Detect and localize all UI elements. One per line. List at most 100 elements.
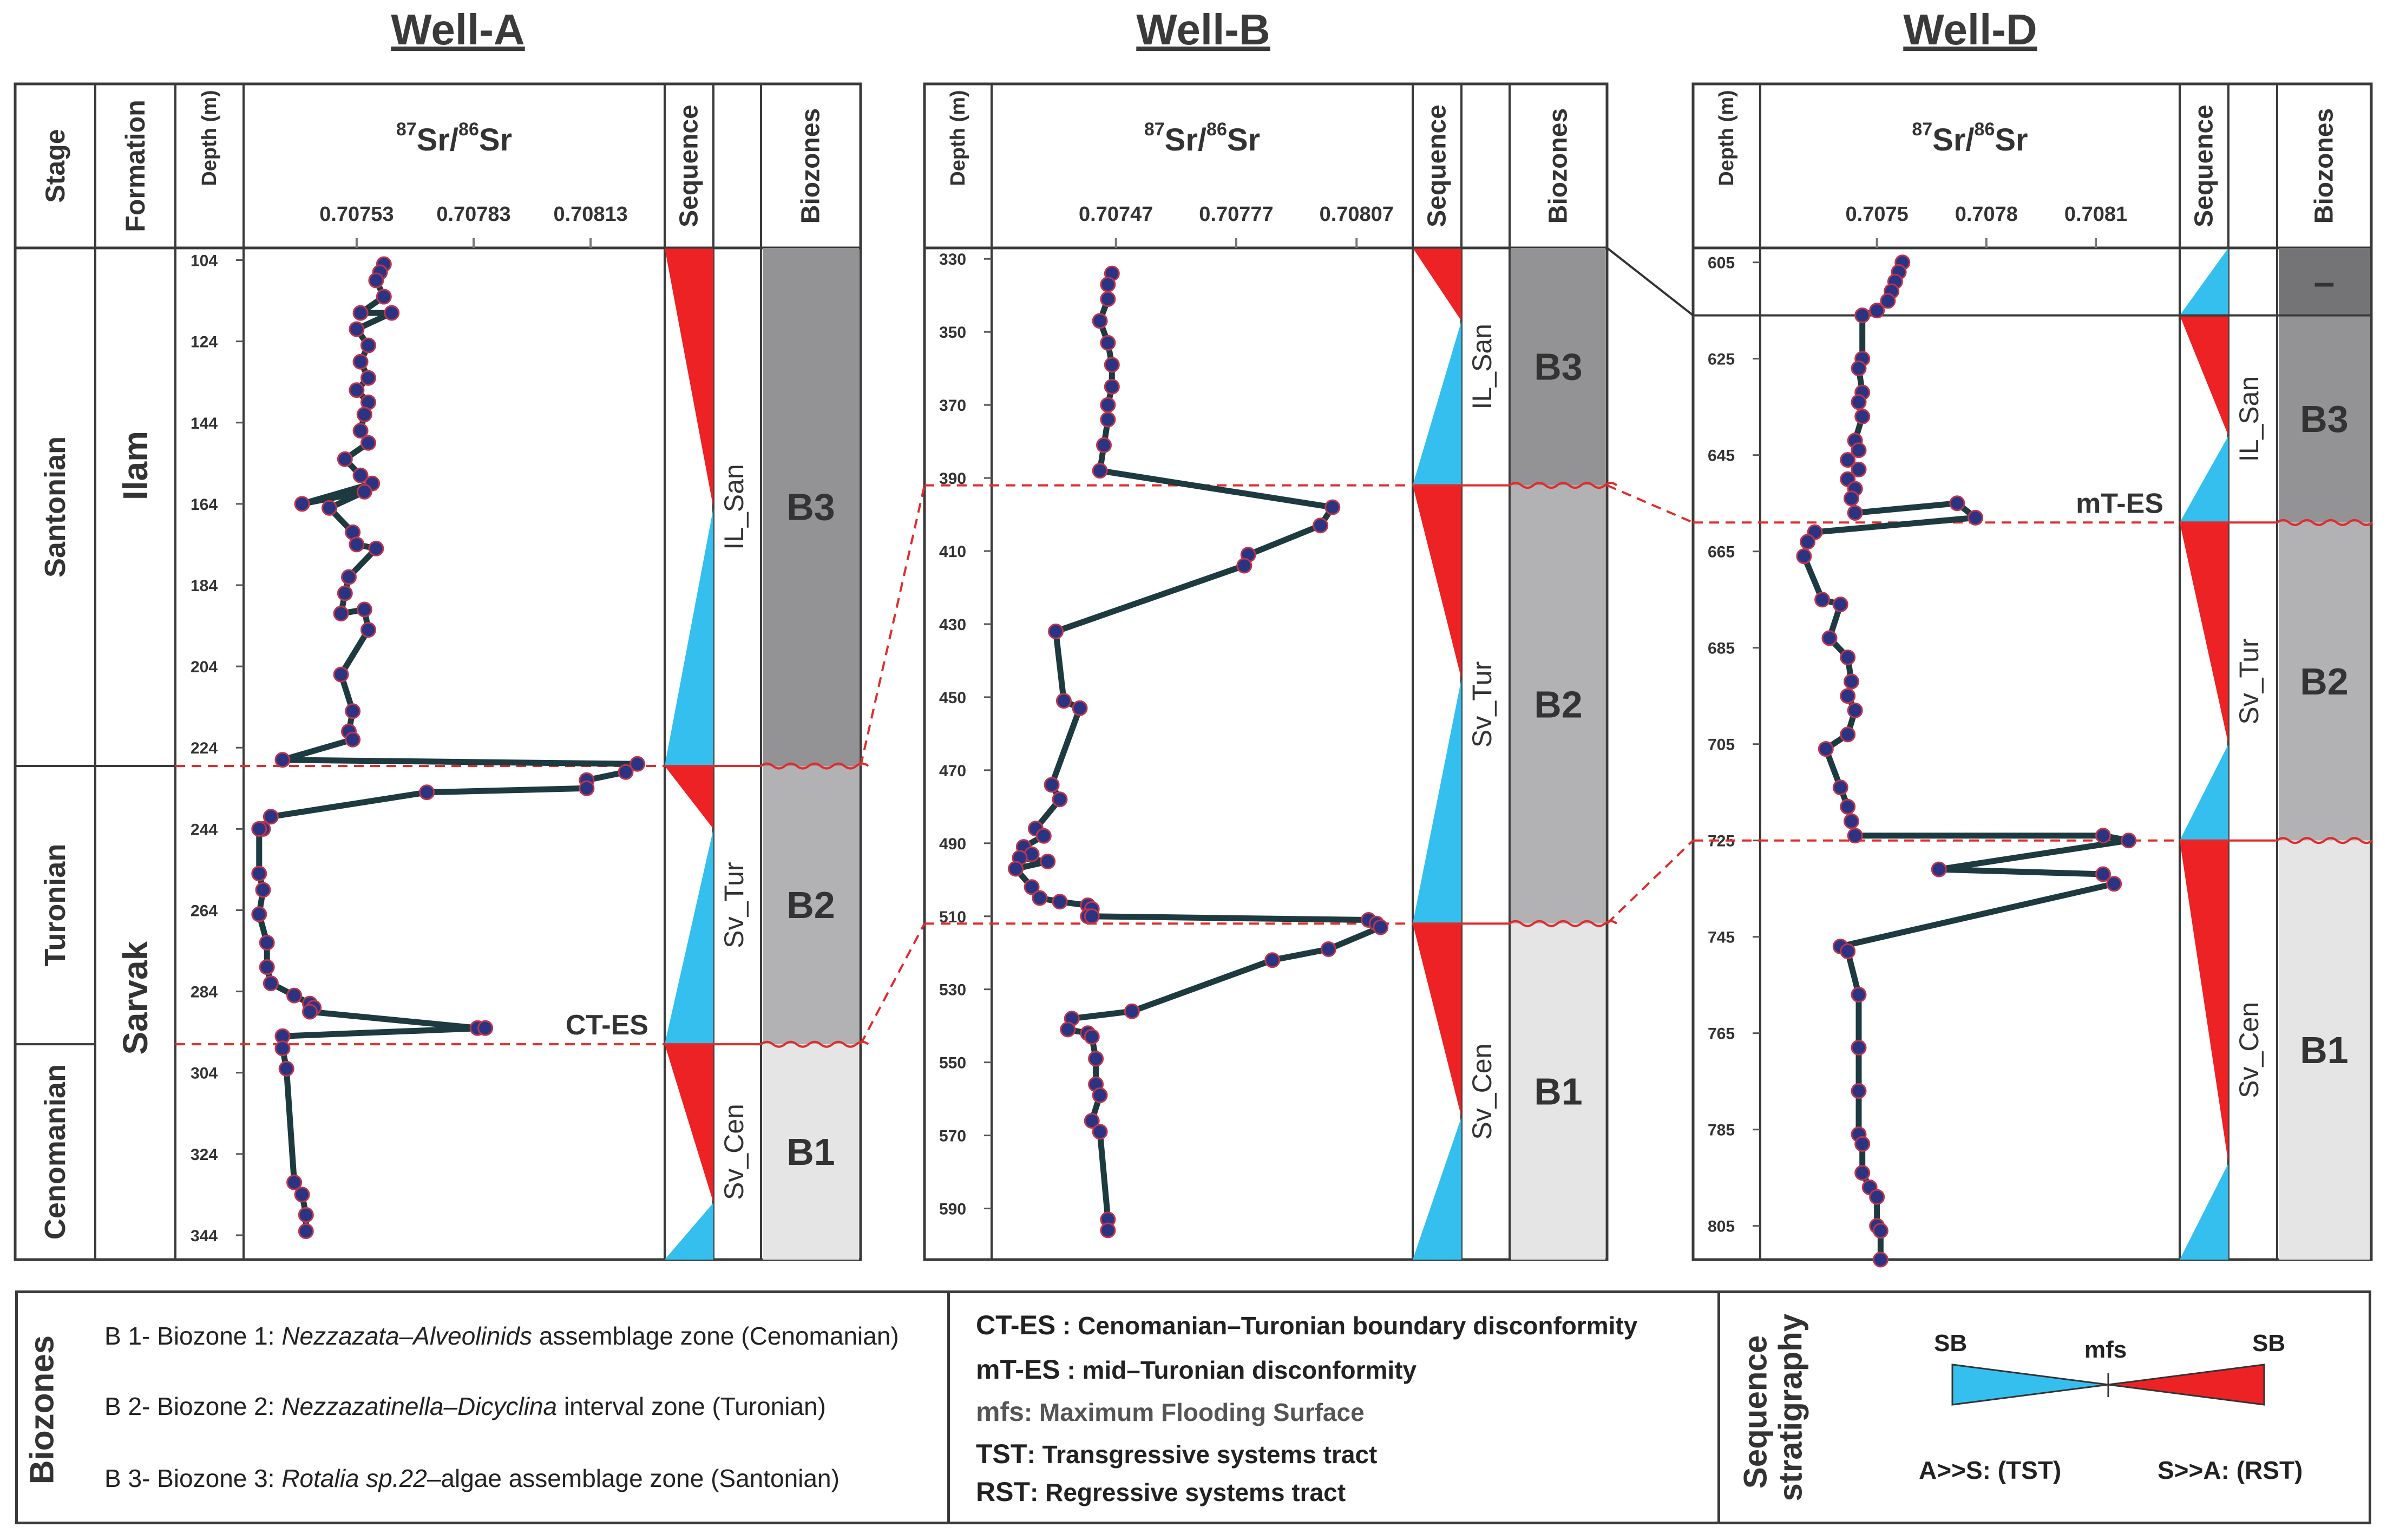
sr-data-point — [1032, 890, 1048, 906]
depth-tick-label: 410 — [939, 543, 966, 561]
depth-tick-label: 350 — [939, 324, 966, 342]
boundary-annotation: CT-ES — [566, 1010, 648, 1041]
sr-data-point — [1084, 908, 1100, 925]
x-tick-label: 0.70813 — [553, 203, 627, 226]
depth-tick-label: 450 — [939, 689, 966, 707]
sr-data-point — [360, 435, 376, 451]
well-panel-1: Depth (m) Sequence Biozones 87Sr/86Sr 0.7074… — [923, 82, 1618, 1261]
depth-tick-label: 645 — [1708, 447, 1735, 465]
sr-data-point — [579, 780, 595, 796]
sr-data-point — [1872, 1251, 1888, 1268]
sr-data-point — [278, 1060, 294, 1077]
well-d-title: Well-D — [1903, 5, 2037, 54]
stage-label: Cenomanian — [39, 1064, 71, 1240]
sr-data-point — [1847, 505, 1863, 521]
sr-data-point — [1100, 397, 1116, 413]
legend-abbr-tst: TST: Transgressive systems tract — [976, 1438, 1377, 1470]
unconformity-wavy-line — [760, 1040, 869, 1048]
sr-data-point — [1092, 463, 1108, 479]
tst-wedge — [1413, 679, 1461, 924]
biozone-b2-taxon: Nezzazatinella–Dicyclina — [281, 1392, 558, 1420]
biozones-header: Biozones — [1544, 108, 1573, 224]
well-panel-2: Depth (m) Sequence Biozones 87Sr/86Sr 0.7075… — [1691, 82, 2373, 1268]
sr-data-point — [333, 666, 349, 683]
unconformity-wavy-line — [1509, 920, 1618, 927]
correlation-lines — [860, 247, 1694, 1045]
depth-tick-label: 745 — [1708, 929, 1735, 947]
depth-tick-label: 244 — [191, 821, 218, 838]
abbr-tst-key: TST — [976, 1439, 1027, 1469]
sr-data-point — [1796, 548, 1812, 565]
sr-header-part: 86 — [1206, 119, 1227, 140]
sr-data-point — [1236, 558, 1252, 574]
depth-tick-label: 324 — [191, 1146, 218, 1164]
legend-biozone-b2: B 2- Biozone 2: Nezzazatinella–Dicyclina… — [104, 1392, 826, 1421]
sr-data-point — [1968, 509, 1984, 526]
sr-data-point — [263, 975, 279, 992]
sr-data-point — [349, 321, 365, 337]
depth-tick-label: 164 — [191, 496, 218, 514]
depth-tick-label: 304 — [191, 1065, 218, 1083]
depth-tick-label: 370 — [939, 397, 966, 415]
abbr-tst-desc: Transgressive systems tract — [1042, 1440, 1378, 1469]
legend-tst-wedge — [1951, 1364, 2109, 1406]
legend-biozone-b1: B 1- Biozone 1: Nezzazata–Alveolinids as… — [104, 1321, 899, 1351]
sr-data-point — [1854, 409, 1871, 424]
sequence-header: Sequence — [2190, 104, 2219, 227]
sr-data-point — [263, 809, 279, 825]
legend-abbr-ctes: CT-ES : Cenomanian–Turonian boundary dis… — [976, 1309, 1637, 1341]
x-tick-label: 0.70807 — [1320, 203, 1394, 226]
biozone-b2-prefix: B 2- Biozone 2: — [104, 1392, 282, 1420]
sr-data-point — [286, 987, 303, 1004]
sr-header-part: 86 — [1975, 119, 1995, 140]
formation-label: Ilam — [116, 431, 155, 500]
sequence-label: IL_San — [2234, 376, 2264, 462]
sr-data-point — [1373, 919, 1389, 935]
depth-tick-label: 785 — [1708, 1122, 1735, 1139]
sr-data-point — [286, 1174, 303, 1190]
legend-divider-1 — [947, 1293, 950, 1522]
biozone-b2-suffix: interval zone (Turonian) — [557, 1392, 826, 1420]
sr-ratio-header: 87Sr/86Sr — [396, 119, 512, 158]
depth-tick-label: 570 — [939, 1128, 966, 1145]
biozones-header: Biozones — [2310, 108, 2339, 224]
x-tick-label: 0.7081 — [2064, 203, 2127, 226]
sr-data-point — [356, 483, 372, 500]
depth-tick-label: 490 — [939, 835, 966, 853]
tst-wedge — [2180, 436, 2228, 523]
x-tick-label: 0.70747 — [1079, 203, 1153, 226]
legend-abbr-mtes: mT-ES : mid–Turonian disconformity — [976, 1354, 1417, 1385]
legend-biozones-title: Biozones — [23, 1335, 61, 1485]
biozone-label: B2 — [786, 884, 835, 926]
depth-tick-label: 284 — [191, 984, 218, 1001]
sr-data-point — [251, 866, 267, 882]
sr-header-part: Sr — [479, 122, 512, 158]
depth-tick-label: 344 — [191, 1227, 218, 1245]
sr-data-point — [1832, 779, 1848, 796]
biozone-label: B1 — [2300, 1029, 2348, 1071]
depth-tick-label: 530 — [939, 981, 966, 999]
biozone-label: B1 — [1534, 1071, 1582, 1113]
abbr-mfs-key: mfs — [976, 1397, 1024, 1427]
tst-wedge — [665, 508, 713, 766]
sr-data-point — [368, 272, 384, 289]
sr-data-point — [1821, 630, 1838, 646]
sr-data-point — [1055, 693, 1072, 709]
sr-data-point — [352, 423, 369, 439]
sr-data-point — [1800, 534, 1816, 550]
sequence-label: IL_San — [719, 464, 749, 549]
sr-data-point — [1104, 357, 1120, 373]
sr-data-point — [1096, 437, 1112, 453]
sr-data-point — [302, 1004, 318, 1020]
sr-data-point — [1851, 442, 1867, 458]
rst-wedge — [665, 1044, 713, 1203]
sequence-label: Sv_Cen — [719, 1104, 749, 1200]
tst-wedge — [665, 1202, 713, 1260]
depth-tick-label: 590 — [939, 1201, 966, 1218]
rst-wedge — [1413, 248, 1461, 321]
sr-data-point — [419, 784, 435, 801]
sr-data-point — [477, 1020, 494, 1036]
sr-header-part: 87 — [396, 119, 417, 140]
sr-data-point — [1840, 726, 1856, 743]
